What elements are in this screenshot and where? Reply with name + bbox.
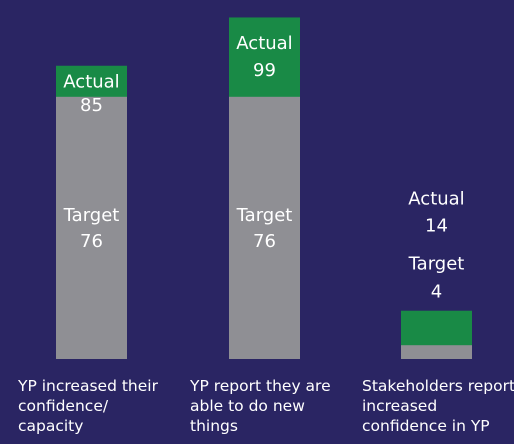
target-label: Target — [236, 205, 293, 226]
bar-target — [229, 96, 300, 360]
bar-target — [401, 345, 472, 359]
actual-label: Actual — [63, 71, 119, 92]
category-label: Stakeholders report increased confidence… — [362, 377, 514, 435]
target-value: 4 — [431, 282, 442, 303]
target-value: 76 — [80, 231, 103, 252]
actual-label: Actual — [408, 189, 464, 210]
actual-label: Actual — [236, 33, 292, 54]
category-label: YP increased their confidence/ capacity — [18, 377, 158, 435]
category-label: YP report they are able to do new things — [190, 377, 331, 435]
actual-value: 85 — [80, 95, 103, 116]
target-label: Target — [408, 254, 465, 275]
actual-value: 14 — [425, 216, 448, 237]
actual-value: 99 — [253, 60, 276, 81]
bar-target — [56, 96, 127, 360]
target-label: Target — [63, 205, 120, 226]
target-value: 76 — [253, 231, 276, 252]
